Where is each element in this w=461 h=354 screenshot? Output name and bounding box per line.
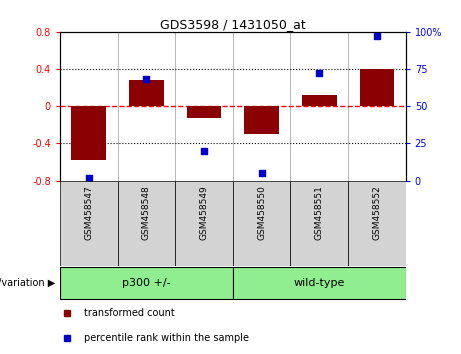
Bar <box>175 181 233 266</box>
Text: transformed count: transformed count <box>84 308 175 318</box>
Text: GSM458550: GSM458550 <box>257 185 266 240</box>
Text: GSM458552: GSM458552 <box>372 185 381 240</box>
Point <box>200 148 207 154</box>
Point <box>258 170 266 176</box>
Point <box>315 71 323 76</box>
Text: GSM458551: GSM458551 <box>315 185 324 240</box>
Bar <box>233 181 290 266</box>
Bar <box>244 106 279 134</box>
Point <box>142 76 150 82</box>
Bar <box>360 69 394 106</box>
Text: GSM458548: GSM458548 <box>142 185 151 240</box>
Text: percentile rank within the sample: percentile rank within the sample <box>84 333 249 343</box>
Text: GSM458549: GSM458549 <box>200 185 208 240</box>
Title: GDS3598 / 1431050_at: GDS3598 / 1431050_at <box>160 18 306 31</box>
Text: genotype/variation ▶: genotype/variation ▶ <box>0 278 55 288</box>
Bar <box>290 181 348 266</box>
Bar <box>60 181 118 266</box>
Bar <box>302 95 337 106</box>
Bar <box>233 267 406 299</box>
Point <box>373 34 381 39</box>
Bar <box>60 267 233 299</box>
Text: GSM458547: GSM458547 <box>84 185 93 240</box>
Bar <box>187 106 221 118</box>
Text: wild-type: wild-type <box>294 278 345 288</box>
Bar <box>71 106 106 160</box>
Bar <box>129 80 164 106</box>
Point <box>85 175 92 181</box>
Bar <box>118 181 175 266</box>
Bar <box>348 181 406 266</box>
Text: p300 +/-: p300 +/- <box>122 278 171 288</box>
